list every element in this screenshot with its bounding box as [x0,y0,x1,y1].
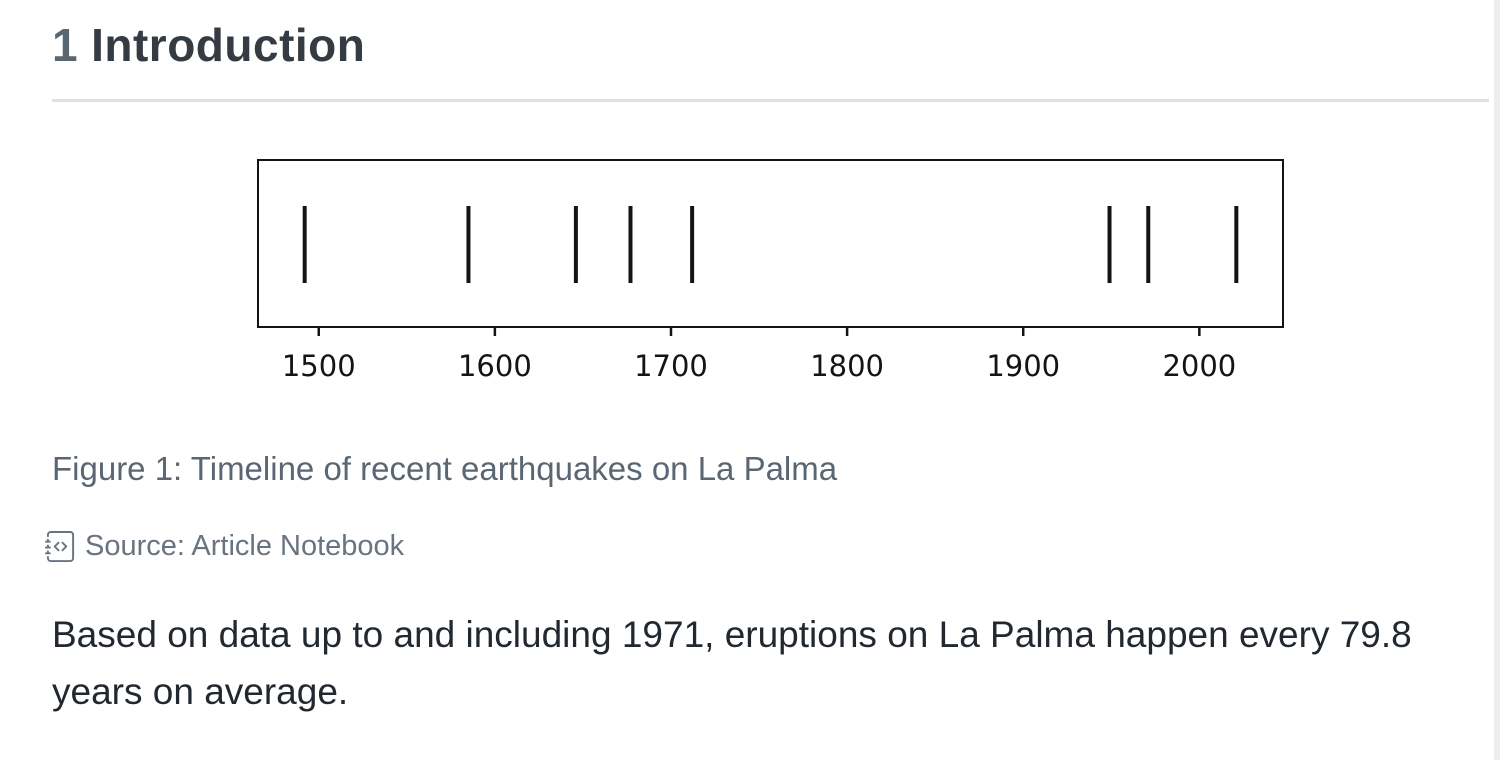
section-heading: 1 Introduction [52,22,365,68]
plot-box [257,159,1284,328]
x-tick-label: 2000 [1162,349,1236,383]
section-title: Introduction [91,19,366,71]
eruption-timeline-chart: 1500 1600 1700 1800 1900 2000 [240,140,1300,385]
x-tick-label: 1600 [458,349,532,383]
source-link[interactable]: Source: Article Notebook [85,529,405,562]
timeline-plot: 1500 1600 1700 1800 1900 2000 [257,159,1284,383]
x-tick-label: 1500 [282,349,356,383]
section-number: 1 [52,19,79,71]
x-tick-label: 1800 [810,349,884,383]
section-divider [52,99,1489,102]
figure-source: Source: Article Notebook [45,528,404,564]
x-tick-label: 1900 [986,349,1060,383]
scrollbar[interactable] [1494,0,1500,760]
x-tick-label: 1700 [634,349,708,383]
journal-code-icon [45,530,76,562]
body-paragraph: Based on data up to and including 1971, … [52,614,1412,712]
figure-caption: Figure 1: Timeline of recent earthquakes… [52,450,838,487]
